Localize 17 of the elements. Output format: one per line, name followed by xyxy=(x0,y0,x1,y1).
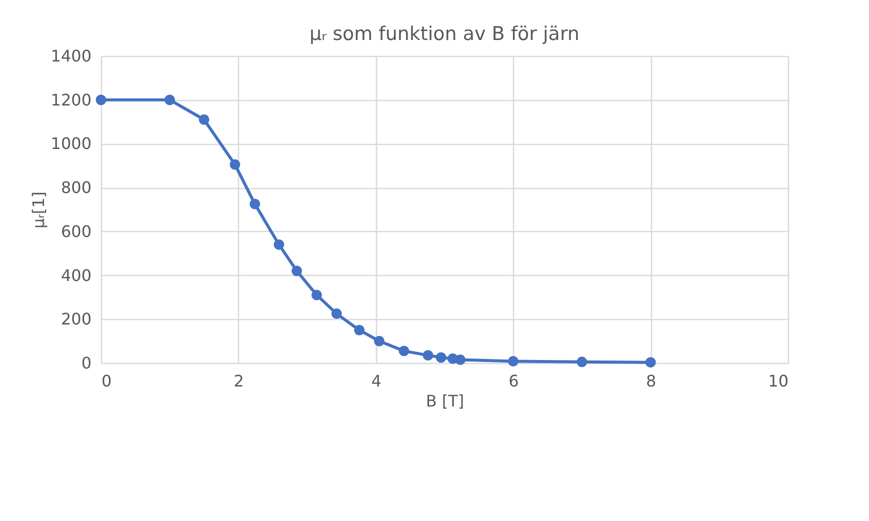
x-axis-title: B [T] xyxy=(426,392,464,410)
y-tick-label: 400 xyxy=(60,266,92,285)
y-tick-label: 0 xyxy=(81,354,92,372)
y-tick-label: 200 xyxy=(60,310,92,329)
y-tick-label: 1400 xyxy=(50,46,92,66)
y-tick-label: 1200 xyxy=(50,90,92,110)
x-tick-label: 4 xyxy=(371,372,382,390)
x-tick-label: 0 xyxy=(102,372,112,390)
x-tick-label: 6 xyxy=(508,372,519,390)
y-tick-label: 800 xyxy=(60,178,92,198)
x-tick-label: 8 xyxy=(646,372,656,390)
y-tick-label: 600 xyxy=(60,222,92,241)
x-tick-label: 10 xyxy=(768,372,788,390)
y-tick-label: 1000 xyxy=(50,134,92,154)
chart-title: μᵣ som funktion av B för järn xyxy=(310,23,580,45)
y-axis-title: μᵣ[1] xyxy=(28,192,48,228)
x-tick-label: 2 xyxy=(234,372,244,390)
